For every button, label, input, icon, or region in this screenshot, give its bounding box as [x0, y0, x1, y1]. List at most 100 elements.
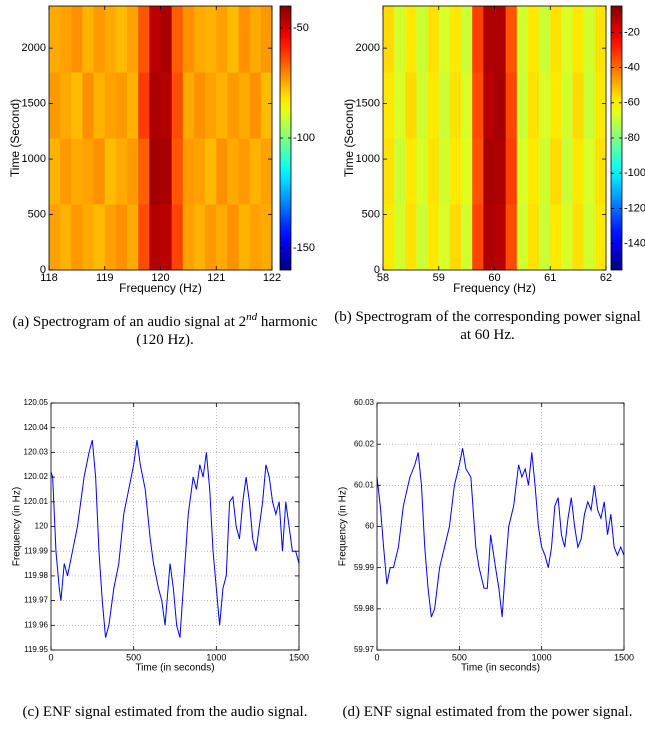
- y-axis-label: Frequency (in Hz): [12, 487, 23, 566]
- spectrogram-cell: [516, 72, 529, 139]
- spectrogram-cell: [160, 204, 173, 271]
- colorbar-tick-label: -100: [293, 132, 315, 144]
- spectrogram-cell: [138, 138, 150, 205]
- spectrogram-cell: [561, 72, 574, 139]
- spectrogram-cell: [49, 72, 61, 139]
- y-tick-label: 119.98: [24, 571, 48, 580]
- spectrogram-cell: [461, 204, 473, 271]
- x-tick-label: 60: [488, 272, 500, 284]
- spectrogram-cell: [193, 138, 206, 205]
- spectrogram-cell: [539, 6, 551, 73]
- spectrogram-cell: [394, 72, 406, 139]
- spectrogram-cell: [416, 6, 429, 73]
- spectrogram-cell: [494, 72, 507, 139]
- x-tick-label: 121: [207, 272, 225, 284]
- spectrogram-cell: [483, 6, 495, 73]
- spectrogram-cell: [227, 204, 240, 271]
- y-tick-label: 120: [35, 522, 49, 531]
- x-axis-label: Time (in seconds): [135, 663, 214, 674]
- y-tick-label: 1500: [22, 98, 46, 110]
- spectrogram-cell: [461, 72, 473, 139]
- spectrogram-cell: [104, 204, 117, 271]
- spectrogram-cell: [427, 204, 440, 271]
- spectrogram-cell: [449, 204, 462, 271]
- y-tick-label: 1000: [356, 153, 380, 165]
- spectrogram-cell: [227, 72, 240, 139]
- spectrogram-cell: [438, 72, 451, 139]
- spectrogram-cell: [594, 72, 607, 139]
- spectrogram-cell: [394, 204, 406, 271]
- spectrogram-cell: [383, 204, 395, 271]
- caption-superscript: nd: [246, 311, 258, 323]
- spectrogram-cell: [249, 204, 262, 271]
- y-tick-label: 60.01: [354, 480, 375, 489]
- spectrogram-cell: [494, 6, 507, 73]
- y-tick-label: 59.99: [354, 563, 375, 572]
- spectrogram-cell: [149, 138, 161, 205]
- spectrogram-cell: [93, 138, 106, 205]
- colorbar-tick-label: -40: [624, 62, 640, 74]
- spectrogram-cell: [550, 138, 562, 205]
- y-tick-label: 1000: [22, 153, 46, 165]
- spectrogram-cell: [93, 6, 106, 73]
- x-tick-label: 62: [600, 272, 612, 284]
- y-axis-label: Time (Second): [342, 99, 356, 177]
- spectrogram-cell: [182, 6, 195, 73]
- spectrogram-cell: [516, 6, 529, 73]
- colorbar-tick-label: -60: [624, 97, 640, 109]
- spectrogram-cell: [449, 138, 462, 205]
- spectrogram-cell: [182, 72, 195, 139]
- spectrogram-cell: [383, 72, 395, 139]
- spectrogram-cell: [394, 138, 406, 205]
- spectrogram-cell: [494, 204, 507, 271]
- spectrogram-cell: [171, 6, 184, 73]
- spectrogram-cell: [449, 72, 462, 139]
- spectrogram-cell: [149, 72, 161, 139]
- colorbar-tick-label: -140: [624, 238, 645, 250]
- spectrogram-cell: [550, 204, 562, 271]
- x-tick-label: 0: [48, 652, 53, 662]
- x-tick-label: 500: [452, 652, 467, 662]
- spectrogram-cell: [127, 72, 139, 139]
- x-tick-label: 119: [96, 272, 114, 284]
- colorbar-tick-label: -100: [624, 167, 645, 179]
- enf-line: [50, 439, 300, 638]
- spectrogram-cell: [461, 138, 473, 205]
- y-tick-label: 0: [374, 264, 380, 276]
- spectrogram-cell: [527, 204, 540, 271]
- spectrogram-cell: [71, 72, 83, 139]
- y-tick-label: 59.97: [354, 645, 375, 654]
- spectrogram-cell: [115, 72, 128, 139]
- spectrogram-cell: [182, 204, 195, 271]
- colorbar-tick-label: -80: [624, 132, 640, 144]
- x-tick-label: 61: [544, 272, 556, 284]
- spectrogram-cell: [115, 6, 128, 73]
- spectrogram-cell: [171, 72, 184, 139]
- x-tick-label: 58: [377, 272, 389, 284]
- spectrogram-cell: [394, 6, 406, 73]
- spectrogram-cell: [383, 6, 395, 73]
- subplot: 0 500 1000 1500 119.95 119.96 119.97 119.98 119.…: [12, 398, 309, 674]
- x-axis-label: Time (in seconds): [461, 663, 540, 674]
- y-tick-label: 120.02: [24, 472, 49, 481]
- spectrogram-cell: [249, 6, 262, 73]
- spectrogram-cell: [49, 6, 61, 73]
- spectrogram-cell: [561, 138, 574, 205]
- y-tick-label: 60: [365, 522, 374, 531]
- x-tick-label: 118: [40, 272, 58, 284]
- spectrogram-cell: [594, 6, 607, 73]
- spectrogram-cell: [227, 138, 240, 205]
- spectrogram-cell: [561, 204, 574, 271]
- x-tick-label: 1000: [206, 652, 226, 662]
- spectrogram-cell: [249, 138, 262, 205]
- spectrogram-cell: [71, 138, 83, 205]
- y-tick-label: 119.97: [24, 596, 48, 605]
- spectrogram-cell: [561, 6, 574, 73]
- spectrogram-cell: [205, 204, 217, 271]
- colorbar-tick-label: -50: [293, 22, 309, 34]
- spectrogram-cell: [438, 138, 451, 205]
- y-axis-label: Frequency (in Hz): [338, 487, 349, 566]
- spectrogram-cell: [93, 72, 106, 139]
- spectrogram-cell: [138, 204, 150, 271]
